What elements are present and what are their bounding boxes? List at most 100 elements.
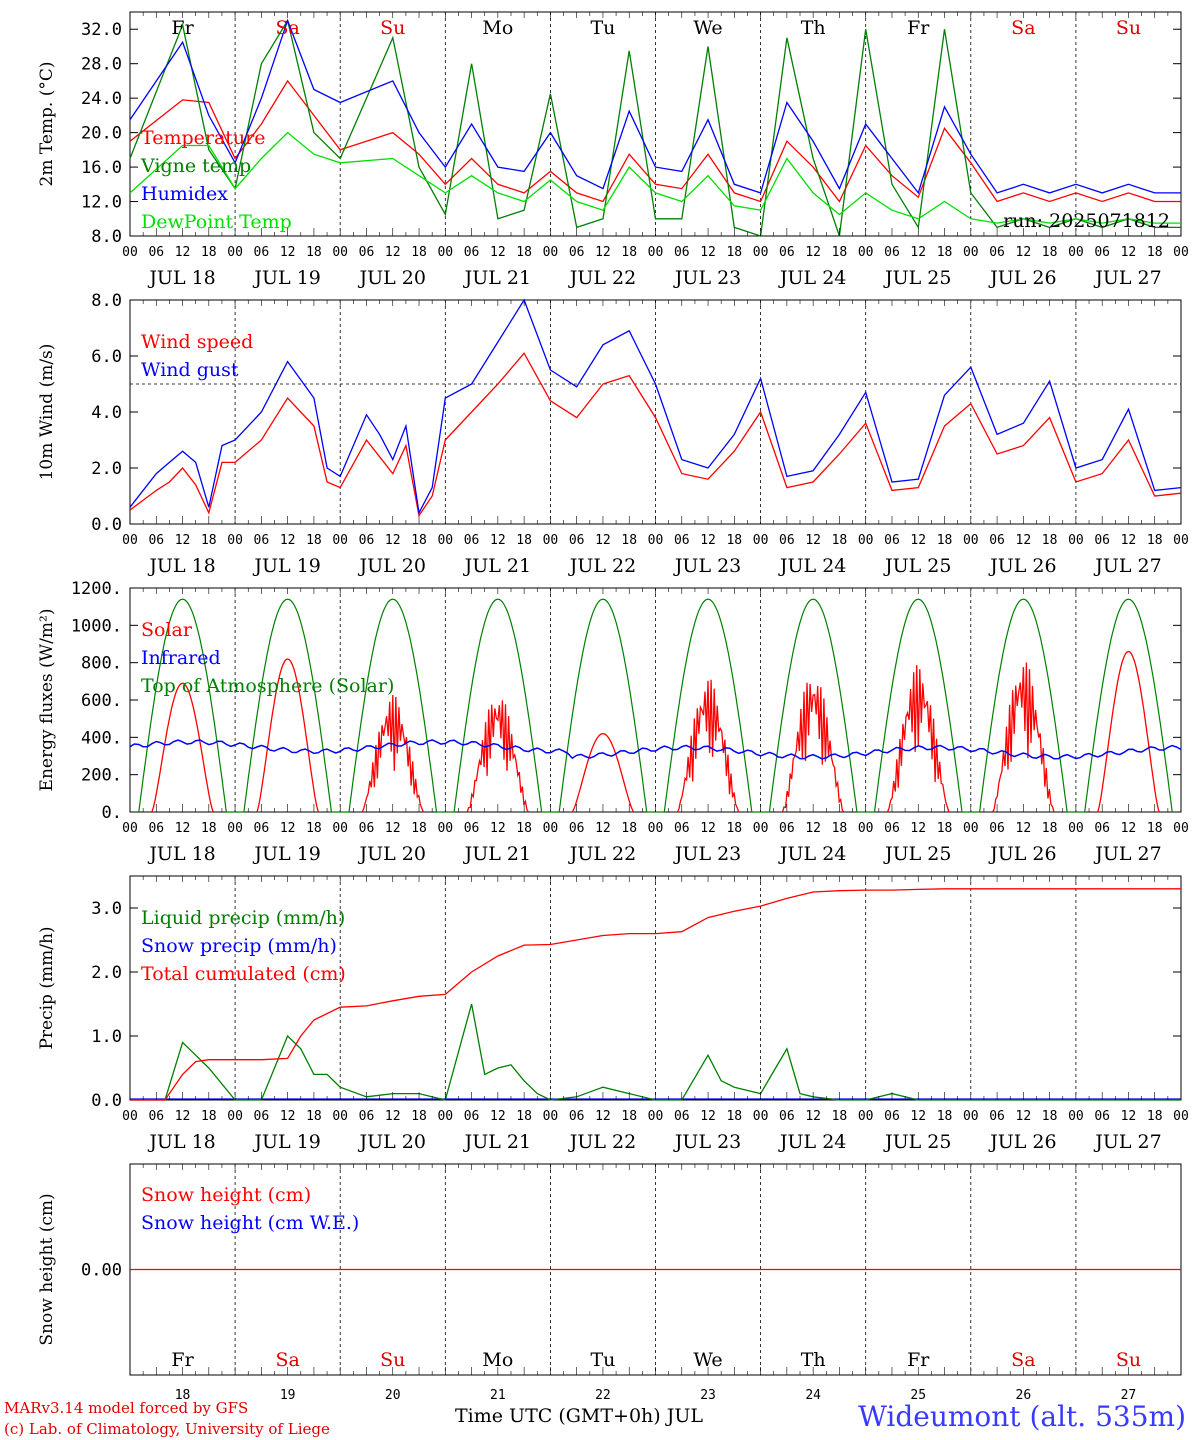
series-line-humidex <box>129 18 1181 195</box>
hour-tick-label: 12 <box>700 1109 716 1124</box>
panel-frame-0 <box>129 11 1182 237</box>
hour-tick-label: 18 <box>201 821 217 836</box>
weekday-label: Su <box>1116 17 1141 39</box>
hour-tick-label: 12 <box>1016 821 1032 836</box>
hour-tick-label: 18 <box>832 1109 848 1124</box>
weekday-label: Fr <box>907 17 930 39</box>
day-number-label: 19 <box>280 1388 296 1403</box>
hour-tick-label: 00 <box>437 245 453 260</box>
hour-tick-label: 00 <box>858 245 874 260</box>
date-label: JUL 26 <box>988 555 1056 577</box>
hour-tick-label: 12 <box>910 533 926 548</box>
hour-tick-label: 00 <box>437 1109 453 1124</box>
hour-tick-label: 12 <box>805 1109 821 1124</box>
hour-tick-label: 12 <box>280 533 296 548</box>
y-axis-label: Precip (mm/h) <box>37 926 57 1049</box>
hour-tick-label: 18 <box>306 533 322 548</box>
hour-tick-label: 00 <box>963 245 979 260</box>
hour-tick-label: 00 <box>332 245 348 260</box>
hour-tick-label: 12 <box>490 1109 506 1124</box>
credit-line-1: MARv3.14 model forced by GFS <box>4 1399 249 1417</box>
series-line-temperature <box>129 79 1181 203</box>
hour-tick-label: 06 <box>359 245 375 260</box>
hour-tick-label: 06 <box>569 821 585 836</box>
date-label: JUL 23 <box>673 843 741 865</box>
hour-tick-label: 06 <box>464 1109 480 1124</box>
hour-tick-label: 12 <box>805 821 821 836</box>
hour-tick-label: 12 <box>700 821 716 836</box>
hour-tick-label: 18 <box>937 533 953 548</box>
hour-tick-label: 06 <box>464 533 480 548</box>
hour-tick-label: 00 <box>1068 533 1084 548</box>
day-number-label: 21 <box>490 1388 506 1403</box>
hour-tick-label: 06 <box>359 533 375 548</box>
hour-tick-label: 18 <box>726 245 742 260</box>
series-line-wind-speed <box>129 352 1182 518</box>
hour-tick-label: 00 <box>858 533 874 548</box>
weekday-label: Su <box>380 17 405 39</box>
hour-tick-label: 12 <box>175 245 191 260</box>
hour-tick-label: 18 <box>411 821 427 836</box>
hour-tick-label: 12 <box>700 245 716 260</box>
hour-tick-label: 00 <box>332 533 348 548</box>
hour-tick-label: 12 <box>175 1109 191 1124</box>
hour-tick-label: 06 <box>674 1109 690 1124</box>
y-tick-label: 8.0 <box>91 227 122 247</box>
hour-tick-label: 12 <box>595 1109 611 1124</box>
legend-entry: Humidex <box>141 183 228 205</box>
hour-tick-label: 12 <box>1121 821 1137 836</box>
hour-tick-label: 12 <box>1121 1109 1137 1124</box>
hour-tick-label: 12 <box>595 533 611 548</box>
hour-tick-label: 00 <box>1173 245 1189 260</box>
series-line-total-cumulated-cm- <box>130 888 1181 1101</box>
date-label: JUL 21 <box>463 555 531 577</box>
series-line-wind-gust <box>129 298 1182 515</box>
legend-entry: Total cumulated (cm) <box>141 963 346 985</box>
hour-tick-label: 06 <box>254 245 270 260</box>
hour-tick-label: 06 <box>674 245 690 260</box>
hour-tick-label: 18 <box>306 245 322 260</box>
weekday-label: Fr <box>171 17 194 39</box>
hour-tick-label: 06 <box>464 821 480 836</box>
y-axis-label: Snow height (cm) <box>37 1193 57 1345</box>
hour-tick-label: 12 <box>175 533 191 548</box>
y-tick-label: 0.0 <box>91 1091 122 1111</box>
hour-tick-label: 06 <box>674 533 690 548</box>
hour-tick-label: 06 <box>254 1109 270 1124</box>
y-tick-label: 200. <box>81 766 122 786</box>
date-label: JUL 24 <box>778 1131 846 1153</box>
hour-tick-label: 00 <box>437 533 453 548</box>
hour-tick-label: 06 <box>569 245 585 260</box>
hour-tick-label: 18 <box>726 821 742 836</box>
hour-tick-label: 18 <box>411 245 427 260</box>
hour-tick-label: 18 <box>621 821 637 836</box>
weekday-label: Sa <box>275 1349 299 1371</box>
hour-tick-label: 12 <box>1016 1109 1032 1124</box>
date-label: JUL 22 <box>568 555 636 577</box>
y-tick-label: 8.0 <box>91 291 122 311</box>
hour-tick-label: 12 <box>280 245 296 260</box>
legend-entry: Wind speed <box>141 331 253 353</box>
y-tick-label: 600. <box>81 691 122 711</box>
hour-tick-label: 00 <box>1173 821 1189 836</box>
hour-tick-label: 06 <box>884 245 900 260</box>
weekday-label: Su <box>1116 1349 1141 1371</box>
hour-tick-label: 00 <box>227 821 243 836</box>
hour-tick-label: 18 <box>1042 533 1058 548</box>
y-tick-label: 2.0 <box>91 459 122 479</box>
hour-tick-label: 00 <box>122 533 138 548</box>
hour-tick-label: 00 <box>437 821 453 836</box>
hour-tick-label: 06 <box>359 821 375 836</box>
y-tick-label: 6.0 <box>91 347 122 367</box>
hour-tick-label: 00 <box>648 245 664 260</box>
legend-entry: Wind gust <box>141 359 239 381</box>
weekday-label: Tu <box>590 1349 615 1371</box>
hour-tick-label: 00 <box>122 1109 138 1124</box>
hour-tick-label: 06 <box>884 1109 900 1124</box>
hour-tick-label: 12 <box>385 1109 401 1124</box>
hour-tick-label: 00 <box>543 245 559 260</box>
panel-frame-1 <box>129 299 1182 525</box>
date-label: JUL 21 <box>463 843 531 865</box>
date-label: JUL 22 <box>568 1131 636 1153</box>
date-label: JUL 18 <box>147 843 215 865</box>
